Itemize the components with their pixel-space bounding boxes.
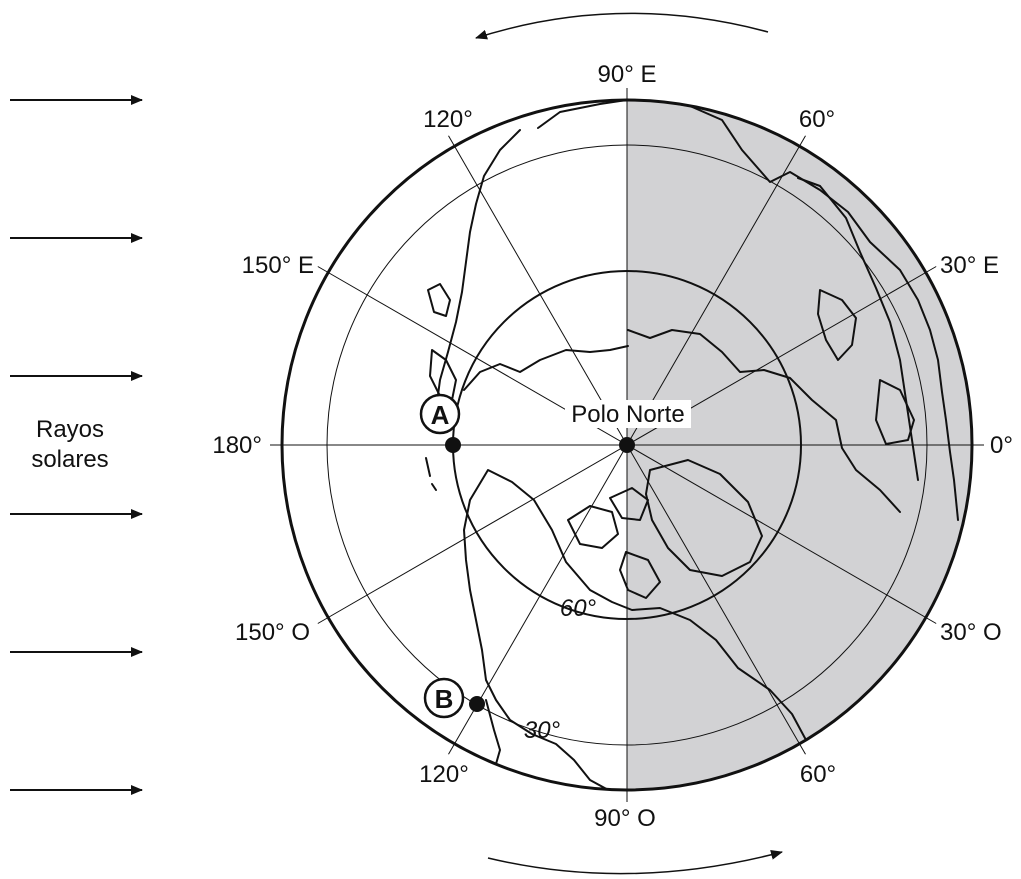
point-b-badge xyxy=(423,677,465,719)
coastline-scandinavia xyxy=(817,289,857,361)
meridian-label-60-se: 60° xyxy=(800,761,836,788)
meridian-label-60-ne: 60° xyxy=(799,106,835,133)
meridian-label-120-nw: 120° xyxy=(423,106,473,133)
sun-rays-label-line2: solares xyxy=(31,446,108,473)
parallel-label-60: 60° xyxy=(560,595,597,622)
point-a-marker xyxy=(445,437,461,453)
meridian-label-150o: 150° O xyxy=(235,619,310,646)
sun-rays-label-line1: Rayos xyxy=(36,416,104,443)
coastline-siberia-north xyxy=(627,329,901,513)
meridian-label-180: 180° xyxy=(212,432,262,459)
coastline-japan xyxy=(427,283,451,317)
point-b-label: B xyxy=(435,684,454,714)
rotation-arrow-bottom xyxy=(487,849,783,875)
meridian-label-90o: 90° O xyxy=(594,805,656,832)
meridian-label-0: 0° xyxy=(990,432,1013,459)
pole-marker xyxy=(619,437,635,453)
coastline-chukotka xyxy=(435,129,521,411)
coastline-greenland xyxy=(645,459,763,577)
meridian-label-150e: 150° E xyxy=(242,252,314,279)
point-a-badge xyxy=(419,393,461,435)
globe-outline xyxy=(280,98,974,792)
coastline-europe xyxy=(875,379,915,445)
point-b-marker xyxy=(469,696,485,712)
meridian-label-30e: 30° E xyxy=(940,252,999,279)
rotation-arrow-top xyxy=(475,12,769,40)
parallel-30 xyxy=(326,144,928,746)
coastline-alaska xyxy=(463,345,629,391)
sun-rays xyxy=(10,95,143,795)
coastline-aleutians xyxy=(425,457,437,491)
pole-label: Polo Norte xyxy=(571,401,684,428)
meridian-label-90e: 90° E xyxy=(598,61,657,88)
pole-label-background xyxy=(565,400,691,428)
coastline-baja xyxy=(485,699,501,765)
meridian-label-120-sw: 120° xyxy=(419,761,469,788)
coastline-canada-islands xyxy=(567,487,661,599)
coastline-asia-inner xyxy=(797,177,919,481)
parallel-label-30: 30° xyxy=(524,717,561,744)
point-a-label: A xyxy=(431,400,450,430)
meridian-label-30o: 30° O xyxy=(940,619,1002,646)
